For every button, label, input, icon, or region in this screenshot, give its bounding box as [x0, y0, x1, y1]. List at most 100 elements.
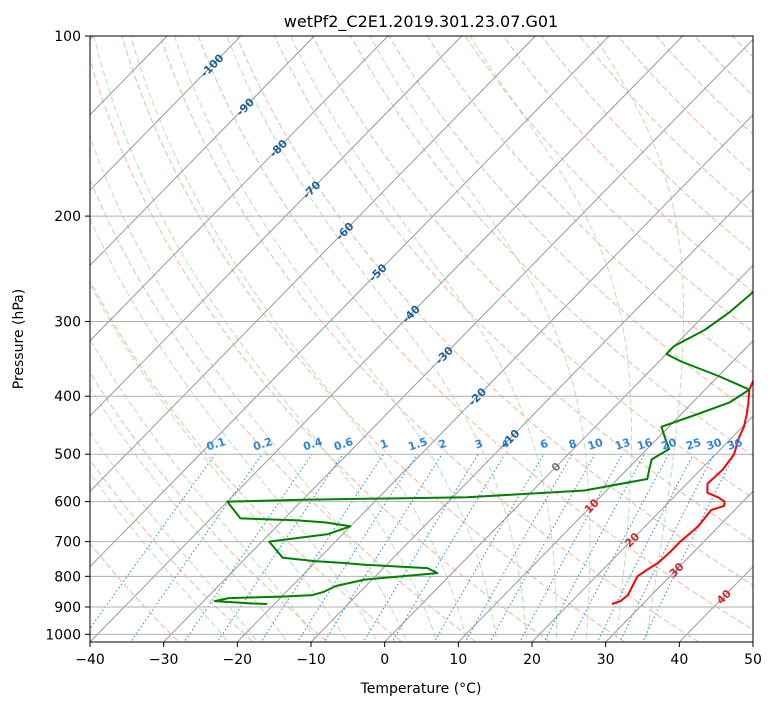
isotherm-line: [310, 189, 753, 642]
x-tick-label: 10: [449, 652, 467, 668]
x-tick-label: 0: [380, 652, 389, 668]
moist-adiabat-line: [90, 283, 348, 642]
dry-adiabat-line: [274, 36, 753, 542]
isotherm-line: [90, 36, 610, 568]
mixing-ratio-label: 13: [613, 436, 632, 453]
mixing-ratio-label: 2: [437, 437, 448, 452]
mixing-ratio-line: [543, 453, 645, 642]
x-tick-label: −20: [223, 652, 253, 668]
isotherm-line: [531, 415, 753, 642]
x-tick-label: −30: [149, 652, 179, 668]
pressure-grid: [90, 36, 753, 635]
x-tick-label: −40: [75, 652, 105, 668]
y-tick-label: 400: [54, 389, 81, 405]
mixing-ratio-line: [596, 453, 694, 642]
y-tick-label: 1000: [45, 627, 81, 643]
mixing-ratio-label: 30: [705, 436, 724, 453]
isotherm-line: [604, 490, 753, 642]
y-tick-label: 900: [54, 600, 81, 616]
mixing-ratio-label: 20: [660, 436, 679, 453]
x-tick-label: −10: [296, 652, 326, 668]
dry-adiabat-line: [312, 36, 753, 499]
mixing-ratio-label: 0.4: [301, 435, 324, 453]
mixing-ratio-label: 1: [378, 437, 389, 452]
moist-adiabat-line: [90, 338, 319, 642]
moist-adiabat-line: [469, 36, 632, 642]
moist-adiabat-line: [90, 134, 408, 642]
y-tick-label: 600: [54, 495, 81, 511]
moist-adiabat-line: [174, 36, 498, 642]
dry-adiabat-line: [617, 36, 753, 174]
x-tick-label: 20: [523, 652, 541, 668]
dry-adiabat-line: [90, 57, 552, 642]
dry-adiabat-line: [90, 279, 403, 642]
moist-adiabat-line: [90, 217, 378, 642]
moist-adiabat-line: [290, 36, 558, 642]
y-tick-label: 700: [54, 535, 81, 551]
dry-adiabat-line: [426, 36, 753, 374]
isotherm-line: [236, 114, 753, 642]
mixing-ratio-label: 8: [567, 437, 578, 452]
chart-title: wetPf2_C2E1.2019.301.23.07.G01: [284, 12, 558, 32]
moist-adiabat-line: [90, 431, 259, 642]
mixing-ratio-label: 4: [500, 437, 512, 452]
isotherm-line: [90, 36, 315, 267]
mixing-ratio-label: 1.5: [407, 435, 430, 453]
mixing-ratio-label: 25: [684, 436, 703, 453]
isotherm-line: [90, 36, 242, 191]
mixing-ratio-line: [464, 453, 573, 642]
dry-adiabat-line: [771, 36, 775, 647]
mixing-ratio-line: [391, 453, 506, 642]
isotherm-line: [90, 36, 463, 417]
dry-adiabat-line: [90, 178, 477, 642]
mixing-ratio-label: 0.1: [205, 435, 228, 453]
mixing-ratio-label: 36: [726, 436, 745, 453]
mixing-ratio-label: 3: [473, 437, 484, 452]
plot-frame: [89, 35, 754, 643]
x-tick-label: 50: [744, 652, 762, 668]
isotherm-line: [90, 36, 536, 493]
x-tick-label: 30: [597, 652, 615, 668]
y-tick-label: 500: [54, 447, 81, 463]
dry-adiabat-line: [197, 36, 753, 631]
mixing-ratio-label: 6: [539, 437, 551, 452]
dry-adiabat-line: [235, 36, 753, 586]
mixing-ratio-line: [519, 453, 623, 642]
dry-adiabat-line: [503, 36, 753, 293]
y-axis-title: Pressure (hPa): [11, 289, 27, 389]
mixing-ratio-label: 0.2: [252, 435, 275, 453]
dry-adiabat-line: [159, 36, 700, 642]
plot-background: [90, 36, 753, 642]
x-axis-title: Temperature (°C): [360, 681, 482, 697]
dry-adiabat-line: [541, 36, 753, 253]
mixing-ratio-label: 16: [635, 436, 654, 453]
isotherm-line: [162, 38, 753, 642]
mixing-ratio-line: [129, 453, 263, 642]
dry-adiabat-line: [464, 36, 753, 333]
y-axis: 100 200 300 400 500 600 700 800 900 1000: [45, 29, 90, 643]
mixing-ratio-line: [362, 453, 479, 642]
isotherm-line: [90, 36, 684, 642]
x-tick-label: 40: [670, 652, 688, 668]
dry-adiabat-line: [121, 36, 626, 642]
mixing-ratio-line: [183, 453, 313, 642]
mixing-ratio-line: [489, 453, 596, 642]
isotherm-line: [90, 36, 389, 342]
profile-lines: [213, 290, 753, 605]
mixing-ratio-line: [323, 453, 443, 642]
isotherm-line: [383, 264, 753, 642]
y-tick-label: 800: [54, 569, 81, 585]
dewpoint-profile: [213, 290, 753, 605]
dry-adiabat-line: [90, 543, 180, 642]
y-tick-label: 100: [54, 29, 81, 45]
mixing-ratio-line: [216, 453, 344, 642]
mixing-ratio-label: 0.6: [332, 435, 355, 453]
dry-adiabat-line: [90, 372, 329, 642]
moist-adiabat-line: [93, 36, 438, 642]
isotherm-line: [457, 340, 753, 642]
y-tick-label: 300: [54, 314, 81, 330]
mixing-ratio-line: [569, 453, 670, 642]
y-tick-label: 200: [54, 209, 81, 225]
mixing-ratio-line: [433, 453, 545, 642]
